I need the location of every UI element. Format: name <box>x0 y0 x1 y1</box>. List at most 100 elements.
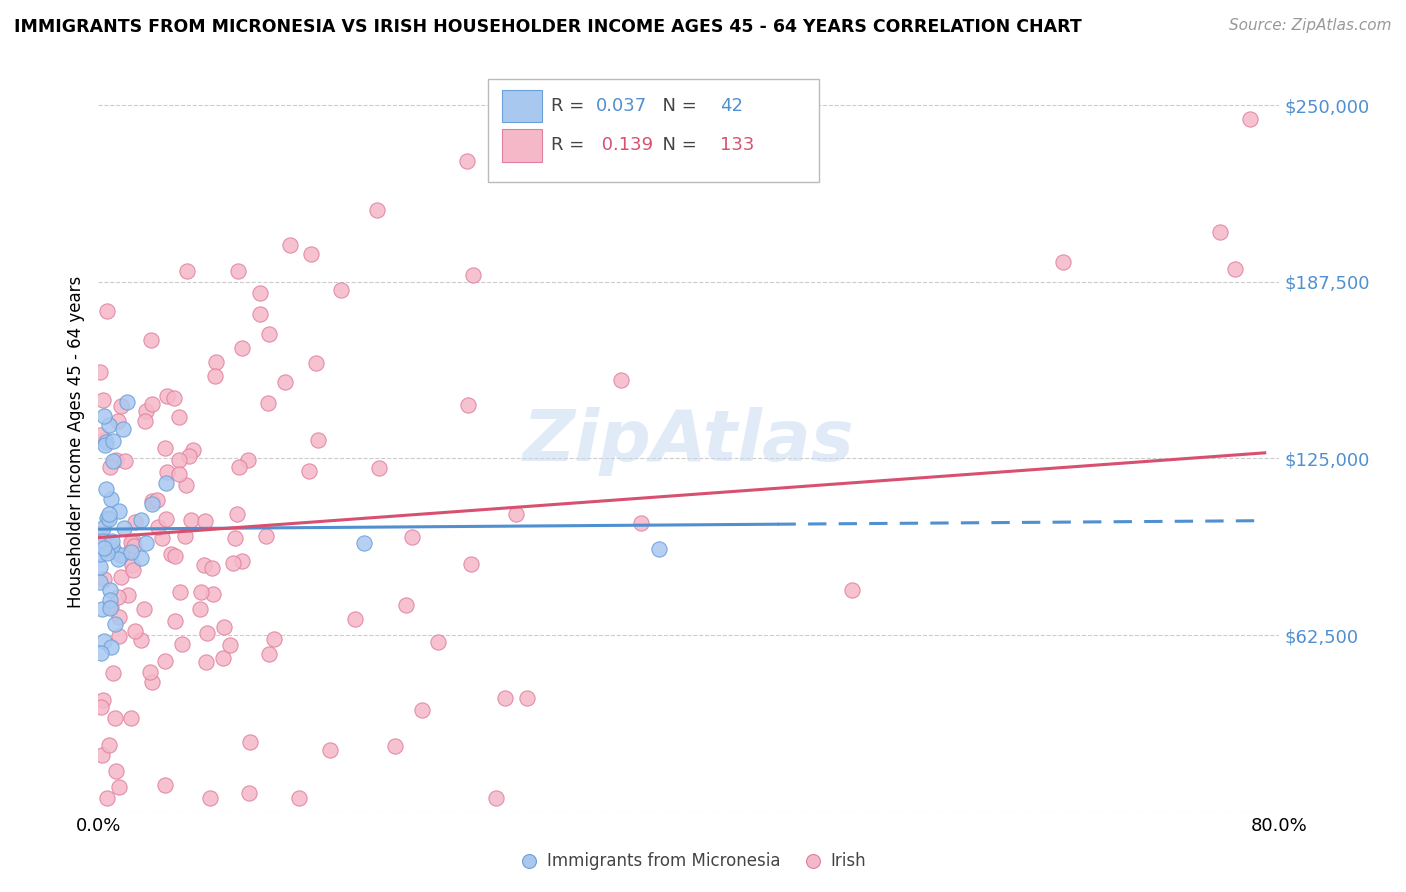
Point <box>146 520 169 534</box>
Point <box>167 453 190 467</box>
Point <box>111 422 134 436</box>
Point <box>98 738 121 752</box>
Point <box>89 427 111 442</box>
Point <box>1239 112 1261 127</box>
Point <box>211 651 233 665</box>
Point <box>305 356 328 370</box>
FancyBboxPatch shape <box>488 78 818 183</box>
Point <box>91 533 114 548</box>
Point <box>343 612 366 626</box>
Point <box>194 655 217 669</box>
FancyBboxPatch shape <box>502 90 543 122</box>
Point <box>249 286 271 301</box>
FancyBboxPatch shape <box>502 129 543 161</box>
Text: 42: 42 <box>720 97 742 115</box>
Point <box>112 521 135 535</box>
Point <box>274 376 297 390</box>
Point <box>94 433 117 447</box>
Point <box>167 410 190 425</box>
Point <box>146 493 169 508</box>
Point <box>298 464 321 478</box>
Point <box>254 529 277 543</box>
Point <box>505 507 527 521</box>
Point <box>103 665 125 680</box>
Text: 133: 133 <box>720 136 754 154</box>
Point <box>121 711 143 725</box>
Point <box>93 541 115 555</box>
Point <box>96 790 118 805</box>
Point <box>401 530 423 544</box>
Point <box>153 654 176 668</box>
Point <box>204 355 226 369</box>
Point <box>89 560 111 574</box>
Point <box>104 711 127 725</box>
Point <box>460 557 482 571</box>
Point <box>353 536 375 550</box>
Point <box>219 638 242 652</box>
Point <box>366 203 388 218</box>
Point <box>190 601 212 615</box>
Point <box>120 545 142 559</box>
Point <box>98 583 121 598</box>
Point <box>110 399 132 413</box>
Point <box>89 574 111 589</box>
Text: IMMIGRANTS FROM MICRONESIA VS IRISH HOUSEHOLDER INCOME AGES 45 - 64 YEARS CORREL: IMMIGRANTS FROM MICRONESIA VS IRISH HOUS… <box>14 18 1081 36</box>
Point <box>319 743 342 757</box>
Point <box>122 563 145 577</box>
Point <box>117 588 139 602</box>
Point <box>228 460 250 475</box>
Point <box>156 466 179 480</box>
Point <box>610 373 633 387</box>
Point <box>93 634 115 648</box>
Point <box>163 615 186 629</box>
Point <box>100 593 122 607</box>
Point <box>101 539 124 553</box>
Point <box>104 764 127 778</box>
Point <box>280 237 302 252</box>
Point <box>91 521 114 535</box>
Point <box>167 467 190 482</box>
Point <box>100 459 122 474</box>
Point <box>198 790 221 805</box>
Point <box>110 569 132 583</box>
Point <box>426 634 449 648</box>
Point <box>96 303 118 318</box>
Point <box>129 513 152 527</box>
Point <box>155 475 177 490</box>
Point <box>1052 255 1074 269</box>
Point <box>516 690 538 705</box>
Point <box>107 504 129 518</box>
Point <box>239 735 262 749</box>
Text: R =: R = <box>551 136 589 154</box>
Point <box>122 539 145 553</box>
Point <box>1225 262 1247 277</box>
Point <box>96 434 118 449</box>
Point <box>135 403 157 417</box>
Point <box>155 441 177 455</box>
Point <box>124 515 146 529</box>
Point <box>330 283 353 297</box>
Point <box>139 333 162 347</box>
Text: Irish: Irish <box>831 853 866 871</box>
Point <box>100 640 122 654</box>
Point <box>384 739 406 753</box>
Text: Immigrants from Micronesia: Immigrants from Micronesia <box>547 853 780 871</box>
Point <box>180 514 202 528</box>
Point <box>257 396 280 410</box>
Point <box>129 550 152 565</box>
Point <box>367 461 389 475</box>
Point <box>150 531 173 545</box>
Text: 0.037: 0.037 <box>596 97 647 115</box>
Point <box>308 434 330 448</box>
Point <box>91 392 114 407</box>
Point <box>181 443 204 458</box>
Point <box>107 629 129 643</box>
Point <box>238 786 260 800</box>
Point <box>103 434 125 449</box>
Point <box>139 665 162 679</box>
Point <box>841 582 863 597</box>
Point <box>90 646 112 660</box>
Point <box>461 268 484 282</box>
Point <box>91 748 114 763</box>
Point <box>231 554 253 568</box>
